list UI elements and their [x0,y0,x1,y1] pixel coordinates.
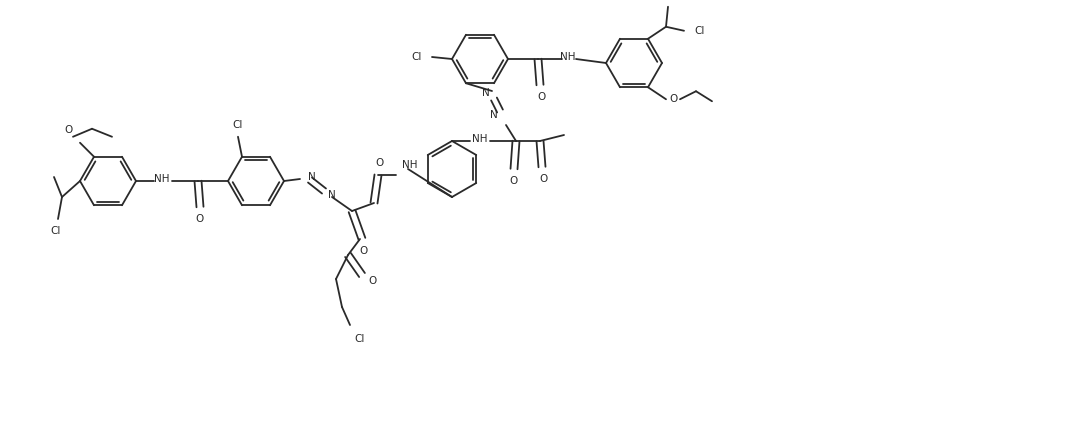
Text: O: O [537,92,546,102]
Text: N: N [328,190,336,200]
Text: Cl: Cl [411,52,422,62]
Text: N: N [482,88,490,98]
Text: O: O [65,125,73,135]
Text: NH: NH [154,174,169,184]
Text: Cl: Cl [233,120,243,130]
Text: O: O [360,246,368,256]
Text: O: O [375,158,384,168]
Text: O: O [368,276,377,286]
Text: NH: NH [560,52,576,62]
Text: O: O [670,94,678,104]
Text: N: N [308,172,316,182]
Text: NH: NH [402,160,418,170]
Text: O: O [196,214,204,224]
Text: Cl: Cl [694,26,705,36]
Text: Cl: Cl [51,226,62,236]
Text: NH: NH [473,134,488,144]
Text: O: O [540,174,548,184]
Text: N: N [490,110,498,120]
Text: Cl: Cl [354,334,365,344]
Text: O: O [510,176,518,186]
